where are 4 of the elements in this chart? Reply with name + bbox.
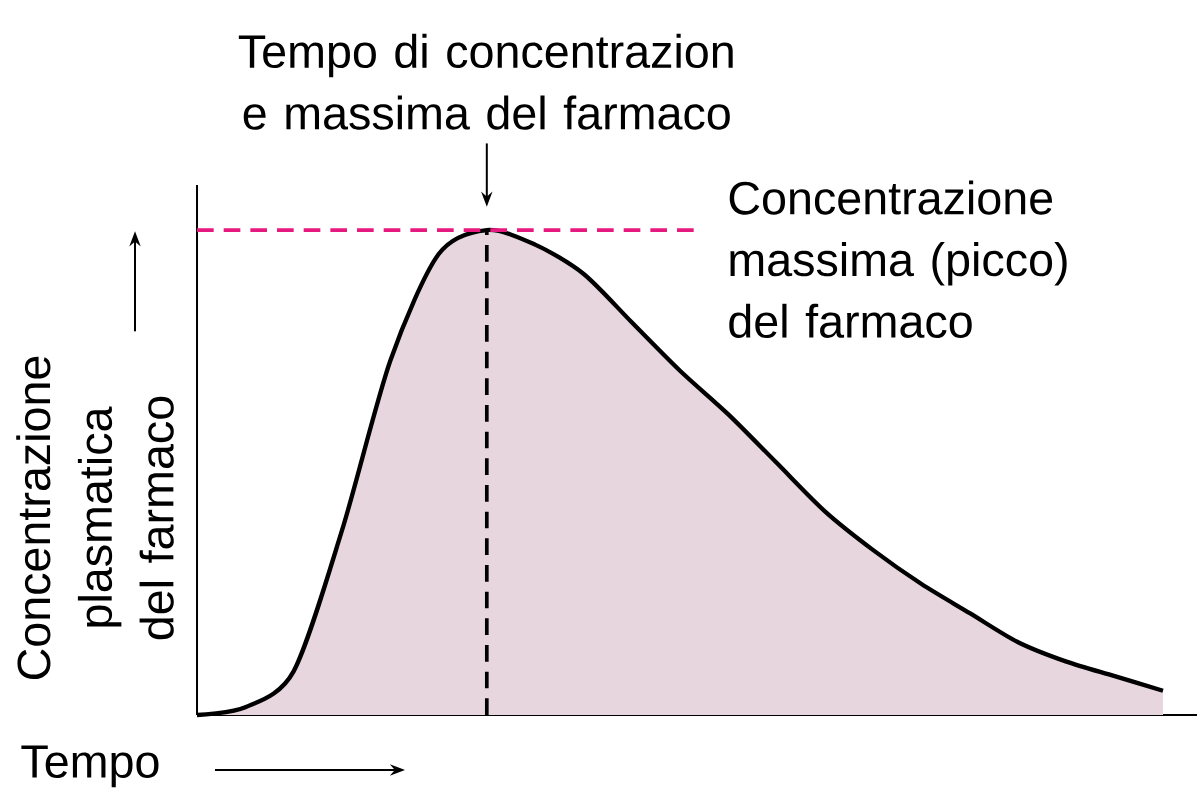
y-axis-title: Concentrazione plasmatica del farmaco <box>16 356 174 680</box>
text: Tempo di concentrazion e massima del farmaco <box>238 33 733 130</box>
x-axis-title: Tempo <box>21 745 159 788</box>
ref-line-label: Concentrazione massima (picco) del farmaco <box>729 180 1067 339</box>
